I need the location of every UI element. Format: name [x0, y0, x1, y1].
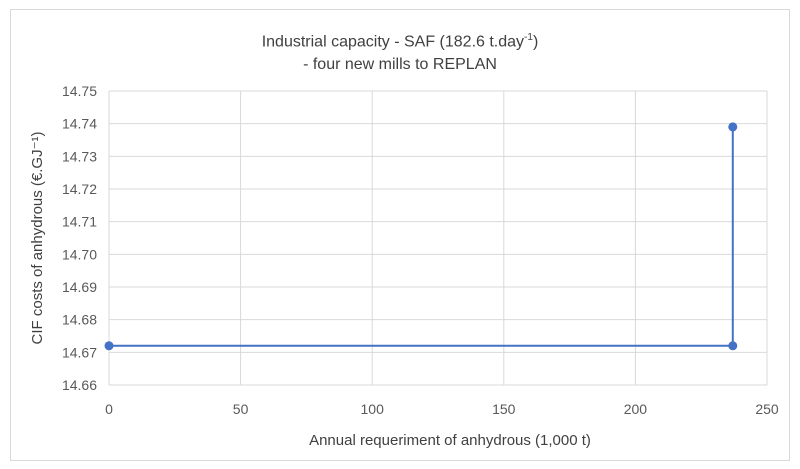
- y-tick-label: 14.69: [62, 279, 97, 295]
- series: [104, 122, 738, 351]
- x-tick-label: 200: [624, 401, 648, 417]
- y-axis-label: CIF costs of anhydrous (€.GJ⁻¹): [29, 132, 46, 345]
- chart-title: Industrial capacity - SAF (182.6 t.day-1…: [0, 26, 800, 76]
- chart-title-line-1: Industrial capacity - SAF (182.6 t.day-1…: [261, 32, 539, 51]
- series-line: [109, 126, 734, 347]
- grid: [108, 90, 768, 386]
- y-tick-label: 14.67: [62, 344, 97, 360]
- x-tick-label: 0: [105, 401, 113, 417]
- x-axis-ticks: 0 50 100 150 200 250: [105, 401, 779, 417]
- x-tick-label: 50: [233, 401, 249, 417]
- x-tick-label: 250: [755, 401, 779, 417]
- x-axis-label: Annual requeriment of anhydrous (1,000 t…: [309, 432, 591, 449]
- y-tick-label: 14.66: [62, 377, 97, 393]
- y-tick-label: 14.75: [62, 83, 97, 99]
- x-tick-label: 100: [361, 401, 385, 417]
- chart-title-line-2: - four new mills to REPLAN: [303, 56, 497, 74]
- x-tick-label: 150: [492, 401, 516, 417]
- data-point: [104, 341, 114, 351]
- y-tick-label: 14.72: [62, 181, 97, 197]
- y-tick-label: 14.73: [62, 148, 97, 164]
- y-tick-label: 14.68: [62, 312, 97, 328]
- y-tick-label: 14.74: [62, 116, 97, 132]
- data-point: [728, 341, 738, 351]
- y-tick-label: 14.71: [62, 214, 97, 230]
- data-point: [728, 122, 738, 132]
- y-axis-ticks: 14.66 14.67 14.68 14.69 14.70 14.71 14.72 14.73…: [62, 83, 97, 393]
- chart-frame: [10, 9, 790, 461]
- y-tick-label: 14.70: [62, 246, 97, 262]
